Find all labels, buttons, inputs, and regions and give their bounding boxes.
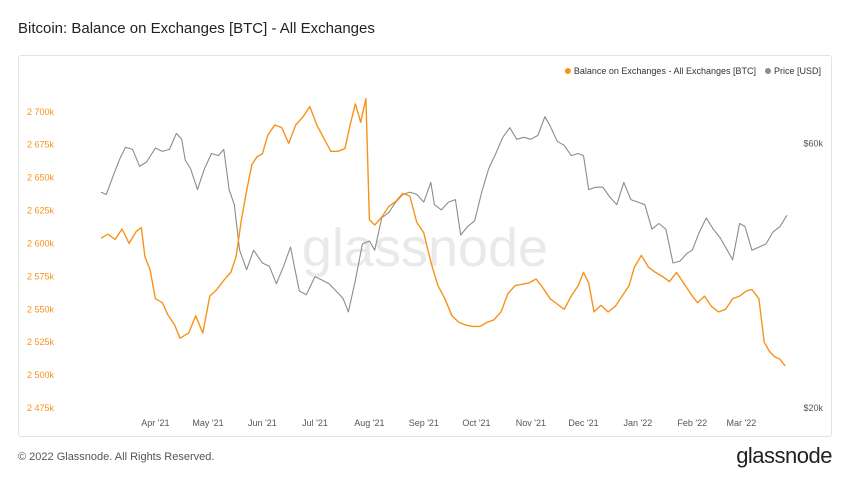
x-tick-label: Aug '21 xyxy=(354,418,384,428)
x-tick-label: Apr '21 xyxy=(141,418,169,428)
y-left-tick-label: 2 575k xyxy=(27,271,55,281)
y-left-tick-label: 2 675k xyxy=(27,140,55,150)
chart-legend: Price [USD] Balance on Exchanges - All Ex… xyxy=(564,66,821,76)
y-axis-right: $20k $60k xyxy=(803,138,823,413)
x-tick-label: Jul '21 xyxy=(302,418,328,428)
copyright-notice: © 2022 Glassnode. All Rights Reserved. xyxy=(18,451,215,463)
y-right-tick-label: $60k xyxy=(803,138,823,148)
chart-title: Bitcoin: Balance on Exchanges [BTC] - Al… xyxy=(18,20,375,37)
y-left-tick-label: 2 500k xyxy=(27,370,55,380)
y-left-tick-label: 2 625k xyxy=(27,206,55,216)
y-left-tick-label: 2 550k xyxy=(27,304,55,314)
y-right-tick-label: $20k xyxy=(803,403,823,413)
legend-label-price: Price [USD] xyxy=(774,66,821,76)
legend-dot-price xyxy=(764,68,771,74)
chart-panel: glassnode Price [USD] Balance on Exchange… xyxy=(18,55,832,437)
y-left-tick-label: 2 600k xyxy=(27,238,55,248)
x-tick-label: Mar '22 xyxy=(727,418,757,428)
price-series-line[interactable] xyxy=(100,116,788,313)
balance-series-line[interactable] xyxy=(100,97,786,367)
legend-dot-balance xyxy=(564,68,571,74)
y-left-tick-label: 2 650k xyxy=(27,173,55,183)
x-tick-label: Sep '21 xyxy=(409,418,439,428)
y-left-tick-label: 2 700k xyxy=(27,107,55,117)
x-tick-label: Oct '21 xyxy=(462,418,490,428)
x-tick-label: Jan '22 xyxy=(623,418,652,428)
y-left-tick-label: 2 475k xyxy=(27,403,55,413)
watermark-logo: glassnode xyxy=(302,218,548,278)
x-tick-label: Nov '21 xyxy=(516,418,546,428)
x-axis: Apr '21 May '21 Jun '21 Jul '21 Aug '21 Sep '… xyxy=(141,418,756,428)
chart-canvas[interactable]: glassnode Price [USD] Balance on Exchange… xyxy=(19,56,831,436)
brand-logo: glassnode xyxy=(736,443,832,468)
x-tick-label: Jun '21 xyxy=(248,418,277,428)
y-left-tick-label: 2 525k xyxy=(27,337,55,347)
x-tick-label: Dec '21 xyxy=(568,418,598,428)
x-tick-label: May '21 xyxy=(192,418,223,428)
series-layer xyxy=(100,97,788,367)
y-axis-left: 2 475k 2 500k 2 525k 2 550k 2 575k 2 600k 2 62… xyxy=(27,107,55,413)
x-tick-label: Feb '22 xyxy=(677,418,707,428)
legend-label-balance: Balance on Exchanges - All Exchanges [BT… xyxy=(574,66,756,76)
